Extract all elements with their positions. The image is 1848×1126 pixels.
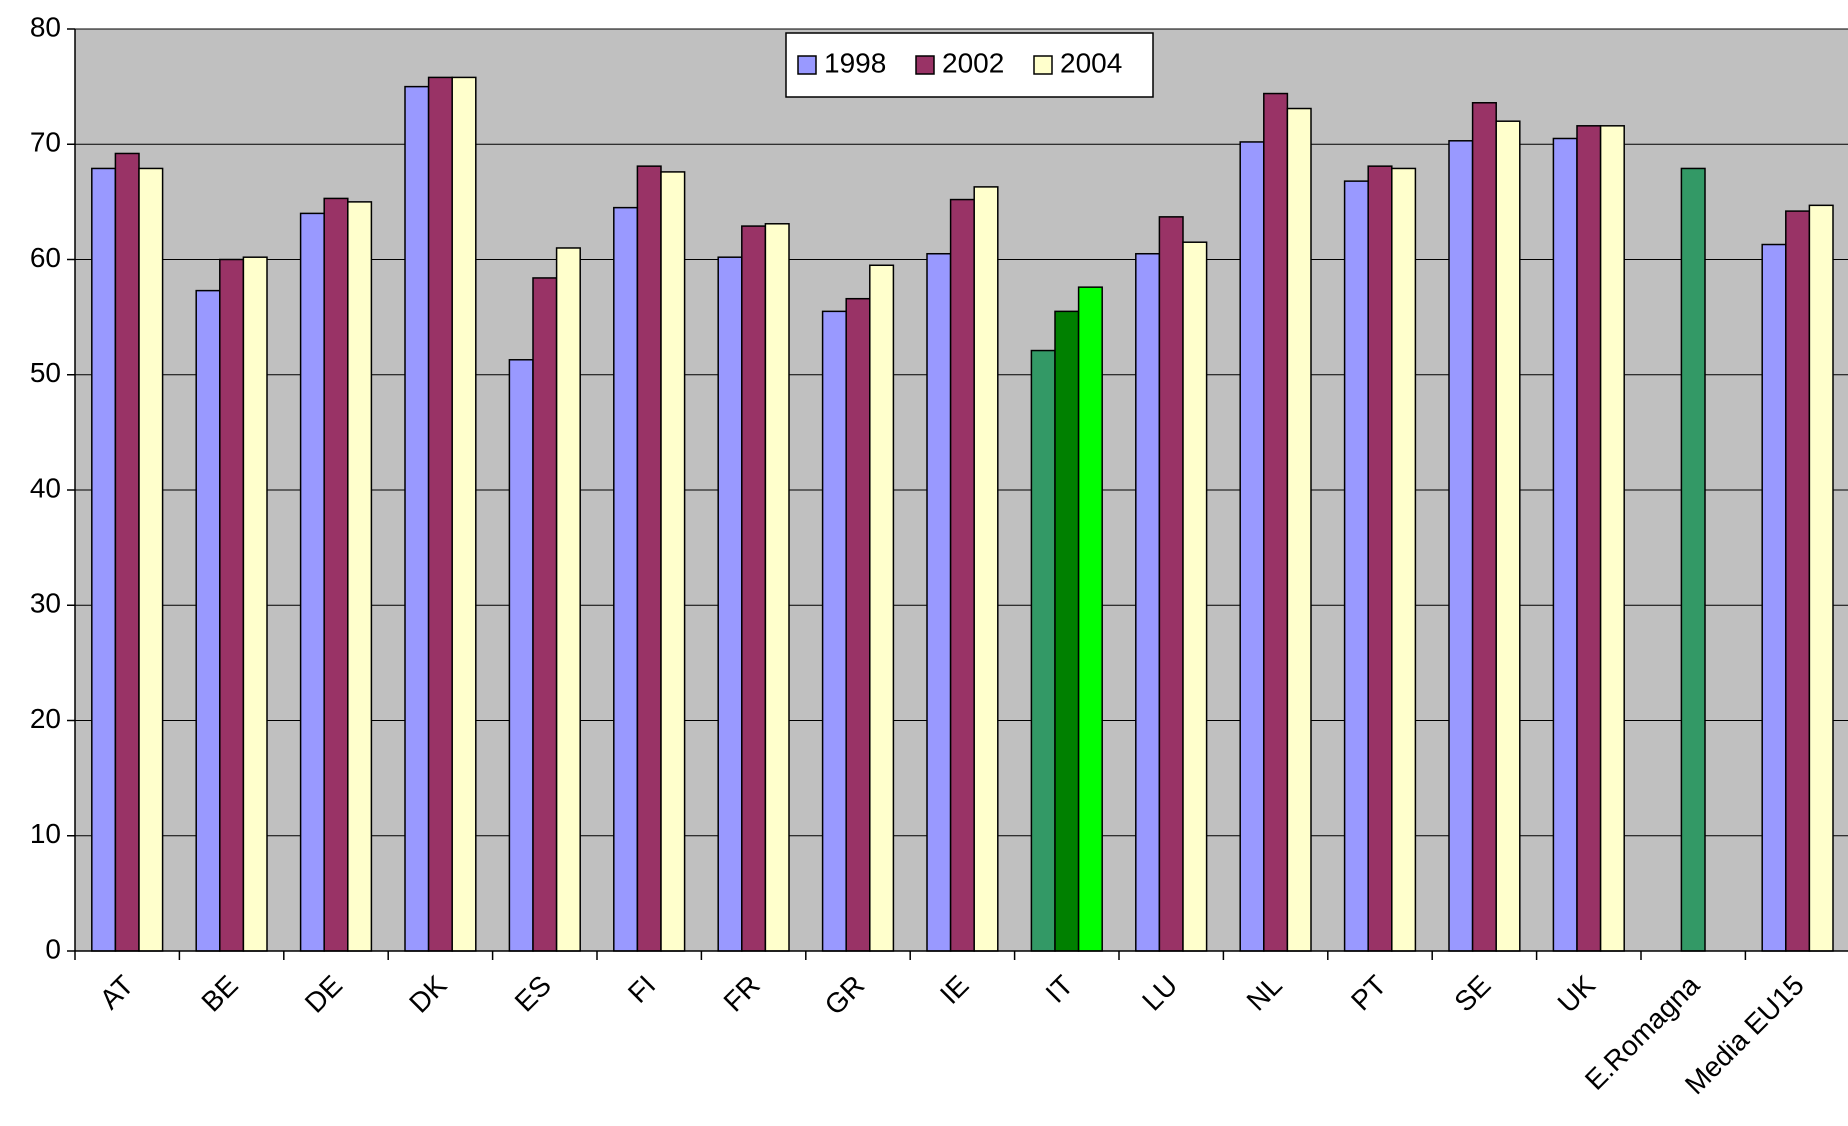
bar bbox=[636, 165, 662, 952]
y-tick-label: 30 bbox=[30, 588, 61, 619]
bar bbox=[508, 359, 534, 952]
bar bbox=[347, 201, 373, 952]
x-tick-label: FI bbox=[622, 969, 662, 1009]
bar bbox=[195, 289, 221, 952]
x-tick-label: FR bbox=[718, 969, 766, 1017]
y-tick-label: 10 bbox=[30, 818, 61, 849]
legend-swatch bbox=[915, 55, 935, 75]
bar bbox=[1135, 252, 1161, 952]
bar bbox=[1391, 167, 1417, 952]
x-tick-label: AT bbox=[94, 969, 140, 1015]
x-tick-label: DK bbox=[403, 969, 453, 1019]
bar bbox=[299, 212, 325, 952]
bar bbox=[613, 206, 639, 952]
bar bbox=[1495, 120, 1521, 952]
legend-label: 2004 bbox=[1060, 47, 1122, 78]
y-tick-label: 70 bbox=[30, 127, 61, 158]
bar bbox=[1286, 107, 1312, 952]
legend-swatch bbox=[797, 55, 817, 75]
bar bbox=[1239, 141, 1265, 952]
bar bbox=[1263, 92, 1289, 952]
x-tick-label: IE bbox=[934, 969, 975, 1010]
x-tick-label: SE bbox=[1448, 969, 1496, 1017]
y-tick-label: 40 bbox=[30, 472, 61, 503]
bar bbox=[114, 152, 140, 952]
bar bbox=[973, 186, 999, 952]
bar bbox=[1054, 310, 1080, 952]
x-tick-label: PT bbox=[1345, 969, 1392, 1016]
bar bbox=[451, 76, 477, 952]
bar bbox=[1761, 243, 1787, 952]
x-tick-label: GR bbox=[819, 969, 871, 1021]
bar bbox=[1077, 286, 1103, 952]
bar bbox=[926, 252, 952, 952]
bar bbox=[1448, 140, 1474, 952]
bar bbox=[1599, 125, 1625, 952]
bar bbox=[1182, 241, 1208, 952]
bar bbox=[1367, 165, 1393, 952]
x-tick-label: LU bbox=[1136, 969, 1183, 1016]
bar bbox=[1343, 180, 1369, 952]
x-tick-label: NL bbox=[1241, 969, 1288, 1016]
y-tick-label: 80 bbox=[30, 11, 61, 42]
bar bbox=[717, 256, 743, 952]
bar bbox=[869, 264, 895, 952]
bar bbox=[404, 85, 430, 952]
bar bbox=[660, 171, 686, 952]
bar bbox=[532, 277, 558, 952]
x-tick-label: IT bbox=[1040, 969, 1080, 1009]
y-tick-label: 50 bbox=[30, 357, 61, 388]
x-tick-label: BE bbox=[196, 969, 244, 1017]
bar bbox=[764, 223, 790, 952]
bar bbox=[323, 197, 349, 952]
bar bbox=[1471, 102, 1497, 952]
bar bbox=[1808, 204, 1834, 952]
bar bbox=[1158, 216, 1184, 952]
bar bbox=[555, 247, 581, 952]
bar bbox=[1576, 125, 1602, 952]
bar bbox=[845, 297, 871, 952]
legend-swatch bbox=[1033, 55, 1053, 75]
legend-box bbox=[785, 32, 1154, 98]
bar bbox=[1030, 349, 1056, 952]
y-tick-label: 60 bbox=[30, 242, 61, 273]
y-tick-label: 20 bbox=[30, 703, 61, 734]
x-tick-label: ES bbox=[509, 969, 557, 1017]
bar bbox=[138, 167, 164, 952]
bar bbox=[242, 256, 268, 952]
legend: 1998 2002 2004 bbox=[785, 32, 1154, 98]
legend-label: 2002 bbox=[942, 47, 1004, 78]
bar bbox=[91, 167, 117, 952]
legend-label: 1998 bbox=[824, 47, 886, 78]
bar bbox=[821, 310, 847, 952]
bar bbox=[741, 225, 767, 952]
x-tick-label: UK bbox=[1552, 969, 1602, 1019]
bar bbox=[949, 198, 975, 952]
bar bbox=[1785, 210, 1811, 952]
y-tick-label: 0 bbox=[45, 933, 61, 964]
bar bbox=[1680, 167, 1706, 952]
bar bbox=[427, 76, 453, 952]
bar bbox=[1552, 137, 1578, 952]
bar bbox=[219, 258, 245, 952]
x-tick-label: DE bbox=[299, 969, 348, 1018]
